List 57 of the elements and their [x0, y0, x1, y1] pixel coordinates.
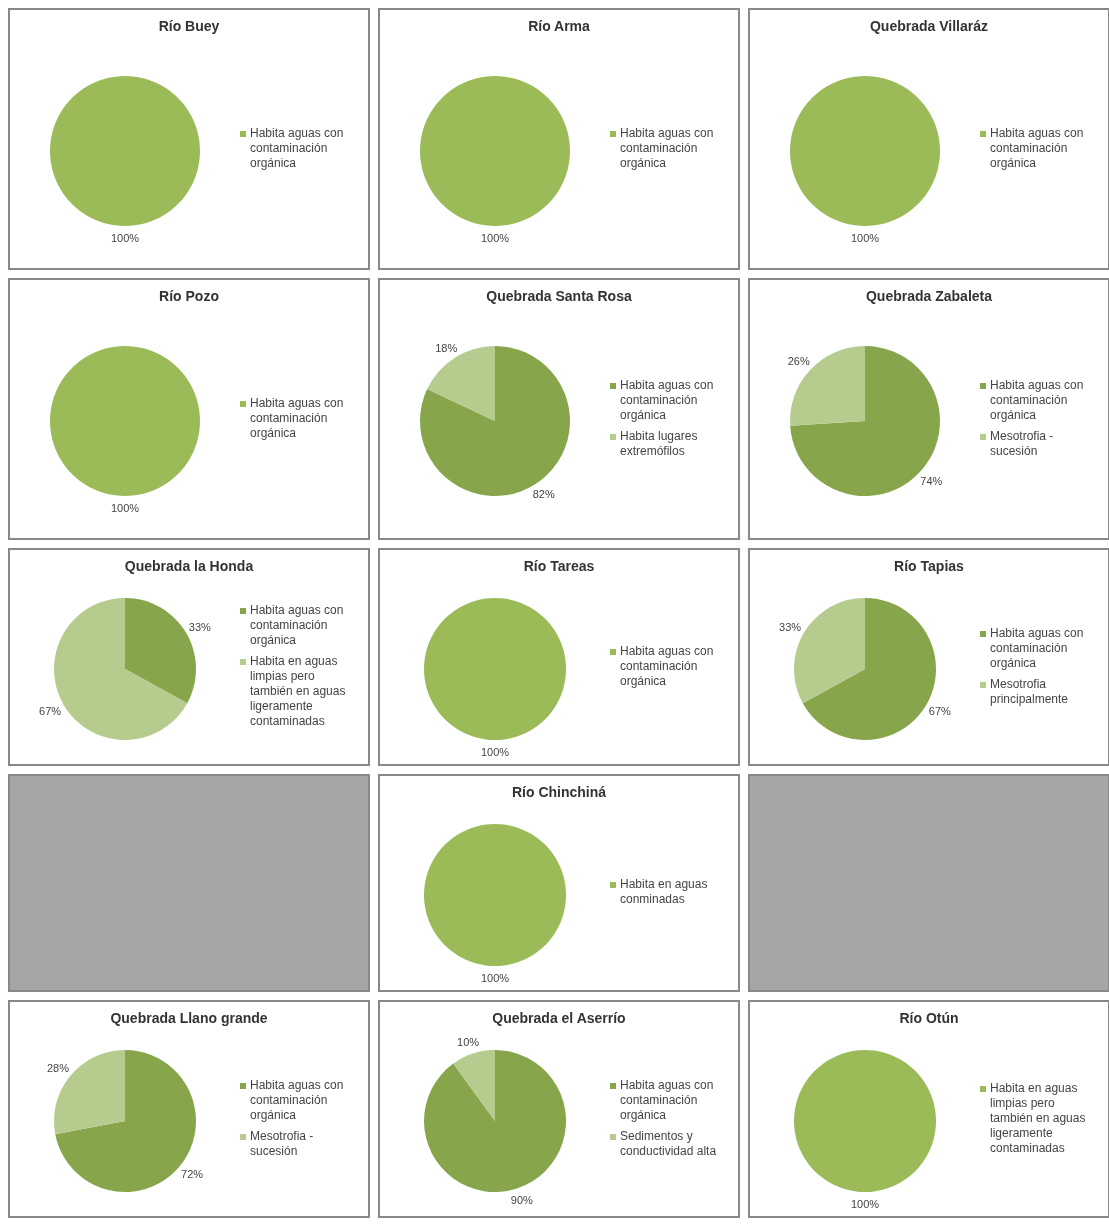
pie-slice	[790, 346, 940, 496]
data-label: 74%	[920, 474, 943, 487]
data-label: 82%	[532, 488, 555, 501]
chart-title: Río Buey	[158, 18, 220, 36]
legend-label: Habita aguas con contaminación orgánica	[620, 1077, 715, 1123]
chart-title: Río Tareas	[523, 558, 595, 576]
legend-label: Habita aguas con contaminación orgánica	[250, 1077, 345, 1123]
data-label: 72%	[181, 1167, 204, 1180]
legend-label: Habita aguas con contaminación orgánica	[990, 625, 1085, 671]
legend-label: Habita aguas con contaminación orgánica	[990, 377, 1085, 423]
legend-label: Habita aguas con contaminación orgánica	[250, 125, 345, 171]
legend-label: Mesotrofia principalmente	[990, 676, 1070, 707]
data-label: 33%	[779, 620, 802, 633]
legend-label: Habita aguas con contaminación orgánica	[250, 603, 345, 648]
data-label: 100%	[850, 232, 880, 244]
legend-label: Habita aguas con contaminación orgánica	[620, 643, 715, 689]
legend-label: Habita en aguas limpias pero también en aguas ligeramente contaminadas	[250, 654, 347, 729]
chart-title: Río Pozo	[159, 288, 219, 306]
pie-slice	[790, 346, 865, 426]
legend-label: Mesotrofia - sucesión	[990, 428, 1055, 459]
data-label: 18%	[435, 341, 458, 354]
pie-slice	[427, 346, 495, 421]
legend-label: Habita en aguas limpias pero también en aguas ligeramente contaminadas	[990, 1080, 1087, 1156]
chart-title: Quebrada Zabaleta	[865, 288, 993, 306]
chart-title: Quebrada Villaráz	[869, 18, 988, 36]
data-label: 100%	[480, 972, 510, 984]
chart-title: Río Chinchiná	[511, 784, 607, 802]
data-label: 90%	[510, 1193, 534, 1206]
legend-label: Habita aguas con contaminación orgánica	[250, 395, 345, 441]
legend-label: Habita en aguas conminadas	[620, 877, 709, 907]
data-label: 100%	[850, 1198, 880, 1210]
legend-label: Habita lugares extremófilos	[620, 428, 699, 459]
pie-slice	[424, 1050, 566, 1192]
legend-label: Habita aguas con contaminación orgánica	[990, 125, 1085, 171]
pie-slice	[453, 1050, 495, 1121]
legend-label: Sedimentos y conductividad alta	[620, 1128, 718, 1159]
data-label: 10%	[457, 1036, 480, 1049]
chart-title: Río Tapias	[894, 558, 964, 576]
data-label: 100%	[110, 232, 140, 244]
data-label: 100%	[480, 746, 510, 758]
pie-slice	[420, 346, 570, 496]
data-label: 100%	[480, 232, 510, 244]
legend-label: Habita aguas con contaminación orgánica	[620, 377, 715, 423]
data-label: 26%	[787, 355, 810, 368]
data-label: 28%	[46, 1062, 70, 1075]
chart-title: Quebrada Santa Rosa	[486, 288, 632, 306]
data-label: 33%	[188, 620, 212, 633]
chart-title: Quebrada Llano grande	[110, 1010, 268, 1028]
chart-title: Río Arma	[528, 18, 590, 36]
chart-title: Quebrada la Honda	[124, 558, 254, 576]
data-label: 100%	[110, 502, 140, 514]
data-label: 67%	[39, 705, 62, 718]
chart-title: Río Otún	[899, 1010, 959, 1028]
chart-title: Quebrada el Aserrío	[492, 1010, 626, 1028]
legend-label: Mesotrofia - sucesión	[250, 1128, 315, 1159]
data-label: 67%	[928, 705, 952, 718]
legend-label: Habita aguas con contaminación orgánica	[620, 125, 715, 171]
